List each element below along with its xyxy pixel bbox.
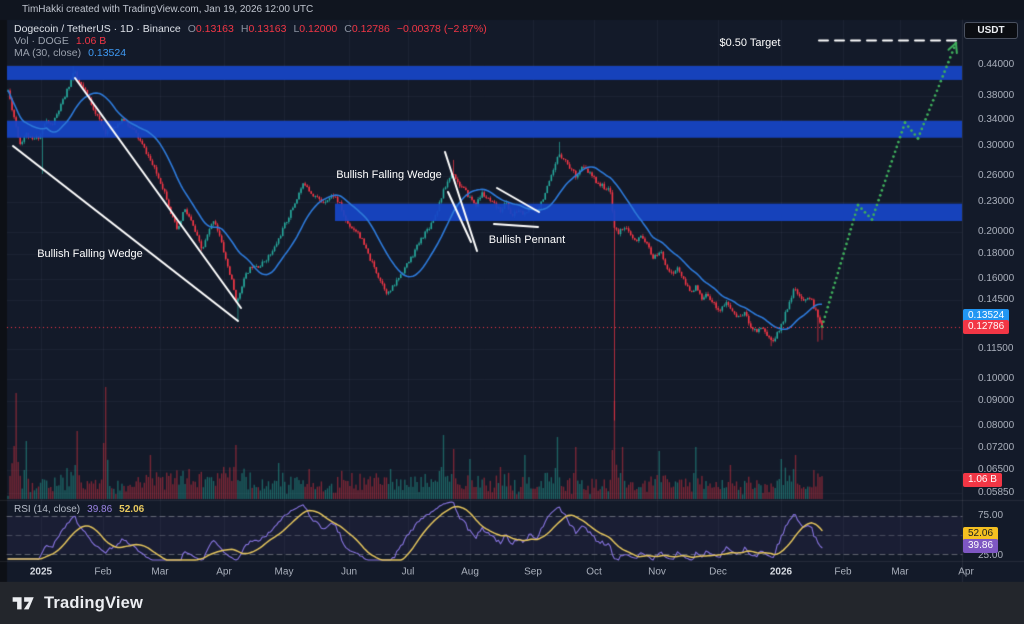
ma-label[interactable]: MA (30, close)	[14, 47, 82, 59]
rsi-value: 39.86	[87, 504, 113, 515]
rsi-label[interactable]: RSI (14, close)	[14, 504, 81, 515]
ohlc-pair: C0.12786	[344, 23, 390, 35]
time-tick-label: Oct	[586, 566, 602, 578]
time-tick-label: Sep	[524, 566, 542, 578]
volume-value: 1.06 B	[75, 35, 107, 47]
time-tick-label: Aug	[461, 566, 479, 578]
rsi-legend-row: RSI (14, close) 39.86 52.06	[14, 504, 144, 516]
ohlc-pair: H0.13163	[240, 23, 287, 35]
time-tick-label: Jul	[401, 566, 415, 578]
chart-legend: Dogecoin / TetherUS · 1D · Binance O0.13…	[14, 23, 487, 59]
time-axis-labels: 2025 Feb Mar Apr May Jun Jul Aug Sep Oct Nov Dec 202…	[0, 561, 976, 582]
time-tick-label: Apr	[958, 566, 974, 578]
wedge-annotation-mid[interactable]: Bullish Falling Wedge	[336, 169, 442, 181]
rsi-ma-value: 52.06	[119, 504, 145, 515]
time-tick-label: May	[274, 566, 294, 578]
time-tick-label: 2026	[769, 566, 793, 578]
attribution-text: TimHakki created with TradingView.com, J…	[22, 4, 314, 15]
ohlc-values: O0.13163 H0.13163 L0.12000 C0.12786	[188, 23, 390, 35]
ma-legend-row: MA (30, close) 0.13524	[14, 47, 487, 59]
time-tick-label: Apr	[216, 566, 232, 578]
wedge-annotation-left[interactable]: Bullish Falling Wedge	[37, 248, 143, 260]
volume-legend-row: Vol · DOGE 1.06 B	[14, 35, 487, 47]
price-axis[interactable]	[962, 20, 1024, 561]
time-tick-label: 2025	[29, 566, 53, 578]
currency-toggle-button[interactable]: USDT	[964, 22, 1018, 39]
time-tick-label: Jun	[340, 566, 358, 578]
ma-value: 0.13524	[88, 47, 127, 59]
attribution-bar: TimHakki created with TradingView.com, J…	[0, 0, 1024, 20]
volume-label[interactable]: Vol · DOGE	[14, 35, 69, 47]
pennant-annotation[interactable]: Bullish Pennant	[488, 234, 566, 246]
time-tick-label: Dec	[709, 566, 727, 578]
tradingview-logo-icon[interactable]	[12, 593, 35, 613]
change-value: −0.00378 (−2.87%)	[396, 23, 487, 35]
tradingview-brand-text[interactable]: TradingView	[44, 593, 144, 612]
symbol-title[interactable]: Dogecoin / TetherUS · 1D · Binance	[14, 23, 181, 35]
ohlc-pair: O0.13163	[187, 23, 234, 35]
footer-bar: TradingView	[0, 582, 1024, 624]
time-tick-label: Feb	[94, 566, 112, 578]
symbol-legend-row: Dogecoin / TetherUS · 1D · Binance O0.13…	[14, 23, 487, 35]
time-tick-label: Feb	[834, 566, 852, 578]
ohlc-pair: L0.12000	[293, 23, 338, 35]
time-tick-label: Nov	[648, 566, 666, 578]
time-tick-label: Mar	[891, 566, 909, 578]
price-target-annotation[interactable]: $0.50 Target	[719, 37, 781, 49]
time-tick-label: Mar	[151, 566, 169, 578]
